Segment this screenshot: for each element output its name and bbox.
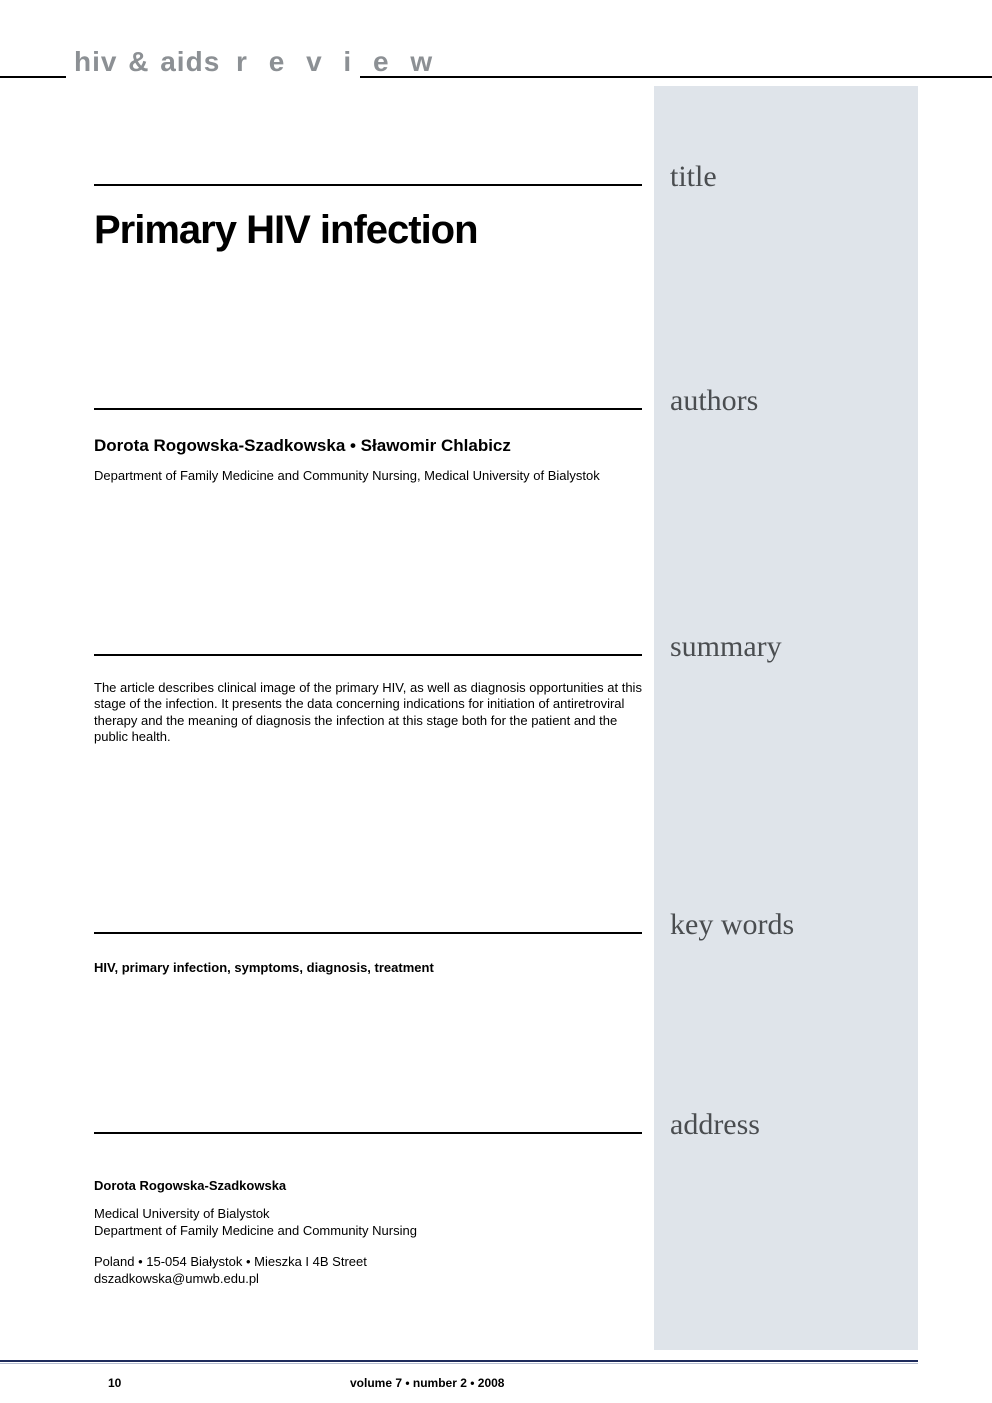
address-institution: Medical University of BialystokDepartmen… <box>94 1206 642 1240</box>
header-rule-right <box>360 76 992 78</box>
keywords-text: HIV, primary infection, symptoms, diagno… <box>94 960 642 975</box>
rule-summary <box>94 654 642 656</box>
footer-rule-light <box>0 1363 918 1364</box>
footer-rule-dark <box>0 1360 918 1362</box>
footer-issue: volume 7 • number 2 • 2008 <box>350 1376 504 1390</box>
side-column <box>654 86 918 1350</box>
journal-name-part1: hiv & aids <box>74 46 220 77</box>
side-label-keywords: key words <box>670 908 794 942</box>
summary-text: The article describes clinical image of … <box>94 680 642 745</box>
journal-name-part2: r e v i e w <box>220 46 438 77</box>
side-label-summary: summary <box>670 630 782 664</box>
footer-page-number: 10 <box>108 1376 121 1390</box>
address-name: Dorota Rogowska-Szadkowska <box>94 1178 642 1193</box>
side-label-title: title <box>670 160 717 194</box>
header-rule-left <box>0 76 66 78</box>
rule-authors <box>94 408 642 410</box>
rule-keywords <box>94 932 642 934</box>
rule-address <box>94 1132 642 1134</box>
side-label-address: address <box>670 1108 760 1142</box>
side-label-authors: authors <box>670 384 758 418</box>
affiliation: Department of Family Medicine and Commun… <box>94 468 642 483</box>
journal-name: hiv & aids r e v i e w <box>74 46 438 78</box>
rule-title <box>94 184 642 186</box>
page: hiv & aids r e v i e w title authors sum… <box>0 0 992 1403</box>
address-postal: Poland • 15-054 Białystok • Mieszka I 4B… <box>94 1254 642 1288</box>
authors-line: Dorota Rogowska-Szadkowska • Sławomir Ch… <box>94 436 642 456</box>
article-title: Primary HIV infection <box>94 208 642 253</box>
